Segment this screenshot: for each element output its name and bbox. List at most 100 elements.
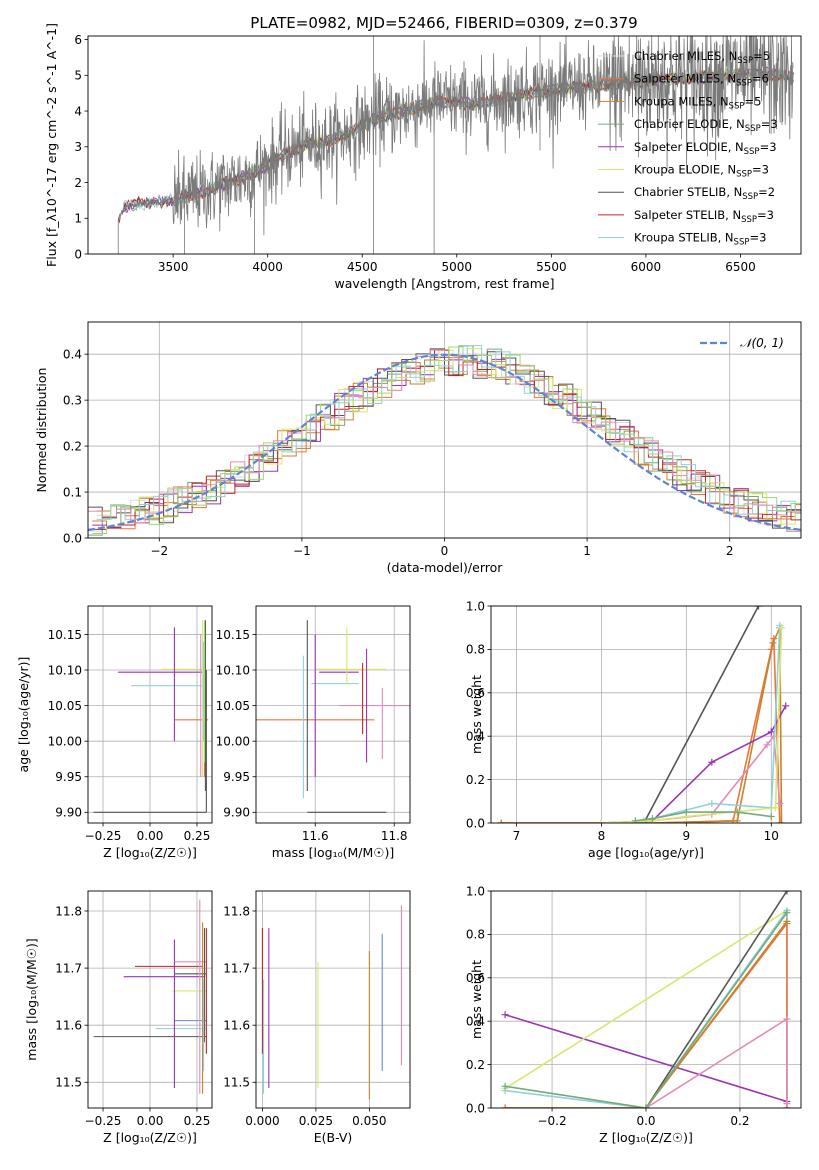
age_vs_Z-xtick-label: −0.25 xyxy=(85,829,122,843)
weight_vs_Z-ytick-label: 0.8 xyxy=(466,928,485,942)
residuals-xtick-label: −1 xyxy=(293,544,311,558)
legend-normal-label: 𝒩(0, 1) xyxy=(740,336,784,350)
mass_vs_EBV-ytick-label: 11.7 xyxy=(223,961,250,975)
residual-hist-extra_pink xyxy=(88,349,801,532)
weight_vs_age-xtick-label: 8 xyxy=(598,829,606,843)
weight-series-ChS xyxy=(643,606,760,823)
weight_vs_Z-xtick-label: 0.0 xyxy=(636,1114,655,1128)
weight_vs_age-lines xyxy=(497,606,790,823)
mass_vs_EBV-axes: 0.000 0.025 0.050 11.5 11.6 11.7 11.8 E(B-V) xyxy=(223,891,410,1145)
residuals-xlabel: (data-model)/error xyxy=(387,560,504,575)
weight_vs_Z-lines xyxy=(501,891,791,1108)
weight-marker-KrM xyxy=(497,819,505,823)
spectrum-axes: 3500 4000 4500 5000 5500 6000 6500 0 1 2 3 4 5 6 wavel… xyxy=(44,23,756,291)
age_vs_mass-ytick-label: 10.15 xyxy=(216,628,250,642)
residuals-ytick-label: 0.2 xyxy=(63,439,82,453)
residuals-ylabel: Normed distribution xyxy=(34,368,49,493)
weight-series-ChE xyxy=(504,912,788,1108)
weight_vs_age-ylabel: mass weight xyxy=(469,675,484,754)
residual-hist-SaE xyxy=(92,355,801,529)
weight_vs_age-frame xyxy=(490,605,802,824)
weight-marker-extra_pink xyxy=(783,1100,791,1108)
figure-title: PLATE=0982, MJD=52466, FIBERID=0309, z=0… xyxy=(250,14,637,32)
legend-label-KrE: Kroupa ELODIE, NSSP=3 xyxy=(634,163,769,180)
weight_vs_age-xtick-label: 9 xyxy=(683,829,691,843)
residuals-xtick-label: 1 xyxy=(583,544,591,558)
weight-series-SaM xyxy=(501,638,781,823)
spectrum-ytick-label: 4 xyxy=(74,104,82,118)
weight_vs_age-ytick-label: 0.8 xyxy=(466,643,485,657)
mass_vs_EBV-ytick-label: 11.8 xyxy=(223,904,250,918)
spectrum-ytick-label: 6 xyxy=(74,33,82,47)
weight-marker-KrE xyxy=(772,804,780,812)
weight_vs_Z-ytick-label: 0.4 xyxy=(466,1015,485,1029)
legend-label-SaM: Salpeter MILES, NSSP=6 xyxy=(634,72,769,89)
weight-marker-extra_pink xyxy=(776,799,784,807)
weight-series-SaE xyxy=(504,1013,788,1103)
weight-marker-SaE xyxy=(782,702,790,710)
spectrum-ytick-label: 5 xyxy=(74,69,82,83)
weight_vs_age-xtick-label: 7 xyxy=(513,829,521,843)
residual-hist-extra_green xyxy=(92,346,801,534)
age_vs_mass-xlabel: mass [log₁₀(M/M☉)] xyxy=(272,845,394,860)
mass_vs_Z-xtick-label: 0.00 xyxy=(137,1114,164,1128)
residuals-ytick-label: 0.1 xyxy=(63,485,82,499)
spectrum-xlabel: wavelength [Angstrom, rest frame] xyxy=(334,276,554,291)
legend-label-SaS: Salpeter STELIB, NSSP=3 xyxy=(634,208,774,225)
spectrum-ytick-label: 3 xyxy=(74,140,82,154)
age_vs_mass-errorbars xyxy=(256,620,410,813)
weight-marker-KrM xyxy=(733,817,741,823)
weight-marker-KrM xyxy=(769,639,777,647)
weight-series-extra_pink xyxy=(652,734,781,822)
mass_vs_EBV-ytick-label: 11.6 xyxy=(223,1018,250,1032)
weight-series-SaE xyxy=(601,705,787,823)
spectrum-xtick-label: 6000 xyxy=(631,260,662,274)
age_vs_mass-frame xyxy=(255,605,411,824)
weight_vs_age-ytick-label: 0.4 xyxy=(466,730,485,744)
residual-hist-ChS xyxy=(88,348,801,529)
mass_vs_EBV-xtick-label: 0.050 xyxy=(352,1114,386,1128)
weight_vs_Z-frame xyxy=(490,890,802,1109)
spectrum-frame xyxy=(87,35,802,255)
weight-marker-ChE xyxy=(767,812,775,820)
age_vs_Z-ytick-label: 9.90 xyxy=(55,806,82,820)
mass_vs_EBV-xtick-label: 0.025 xyxy=(299,1114,333,1128)
weight-marker-SaE xyxy=(501,1011,509,1019)
weight-marker-ChE xyxy=(783,909,791,917)
spectrum-xtick-label: 4500 xyxy=(347,260,378,274)
weight-marker-KrE xyxy=(597,819,605,823)
residual-hist-SaM xyxy=(92,357,801,530)
mass_vs_EBV-xlabel: E(B-V) xyxy=(314,1130,353,1145)
spectrum-xtick-label: 5500 xyxy=(536,260,567,274)
residuals-ytick-label: 0.4 xyxy=(63,347,82,361)
residuals-xtick-label: −2 xyxy=(150,544,168,558)
weight_vs_Z-ylabel: mass weight xyxy=(469,960,484,1039)
weight-marker-ChE xyxy=(648,815,656,823)
residuals-xtick-label: 2 xyxy=(726,544,734,558)
legend-label-ChS: Chabrier STELIB, NSSP=2 xyxy=(634,185,775,202)
weight_vs_Z-xtick-label: 0.2 xyxy=(730,1114,749,1128)
weight_vs_age-axes: 7 8 9 10 0.0 0.2 0.4 0.6 0.8 1.0 age [log₁₀(age/yr… xyxy=(466,599,801,860)
weight-marker-KrM xyxy=(777,819,785,823)
weight-marker-KrM xyxy=(783,917,791,925)
age_vs_mass-ytick-label: 10.10 xyxy=(216,663,250,677)
weight-series-KrS xyxy=(643,625,781,822)
age_vs_Z-ylabel: age [log₁₀(age/yr)] xyxy=(16,657,31,773)
residuals-hists xyxy=(88,345,801,536)
weight-marker-ChS xyxy=(783,891,791,895)
age_vs_mass-ytick-label: 10.00 xyxy=(216,734,250,748)
weight-marker-ChE xyxy=(501,1082,509,1090)
spectrum-xtick-label: 4000 xyxy=(252,260,283,274)
weight-series-KrM xyxy=(505,920,788,1108)
age_vs_mass-ytick-label: 9.90 xyxy=(223,806,250,820)
age_vs_Z-ytick-label: 10.15 xyxy=(48,628,82,642)
spectrum-xtick-label: 3500 xyxy=(158,260,189,274)
weight-marker-ChE xyxy=(682,808,690,816)
weight_vs_Z-xlabel: Z [log₁₀(Z/Z☉)] xyxy=(599,1130,693,1145)
spectrum-data-line xyxy=(117,36,794,236)
age_vs_Z-ytick-label: 9.95 xyxy=(55,770,82,784)
mass_vs_EBV-ytick-label: 11.5 xyxy=(223,1076,250,1090)
weight-marker-extra_pink xyxy=(763,741,771,749)
age_vs_Z-ytick-label: 10.10 xyxy=(48,663,82,677)
